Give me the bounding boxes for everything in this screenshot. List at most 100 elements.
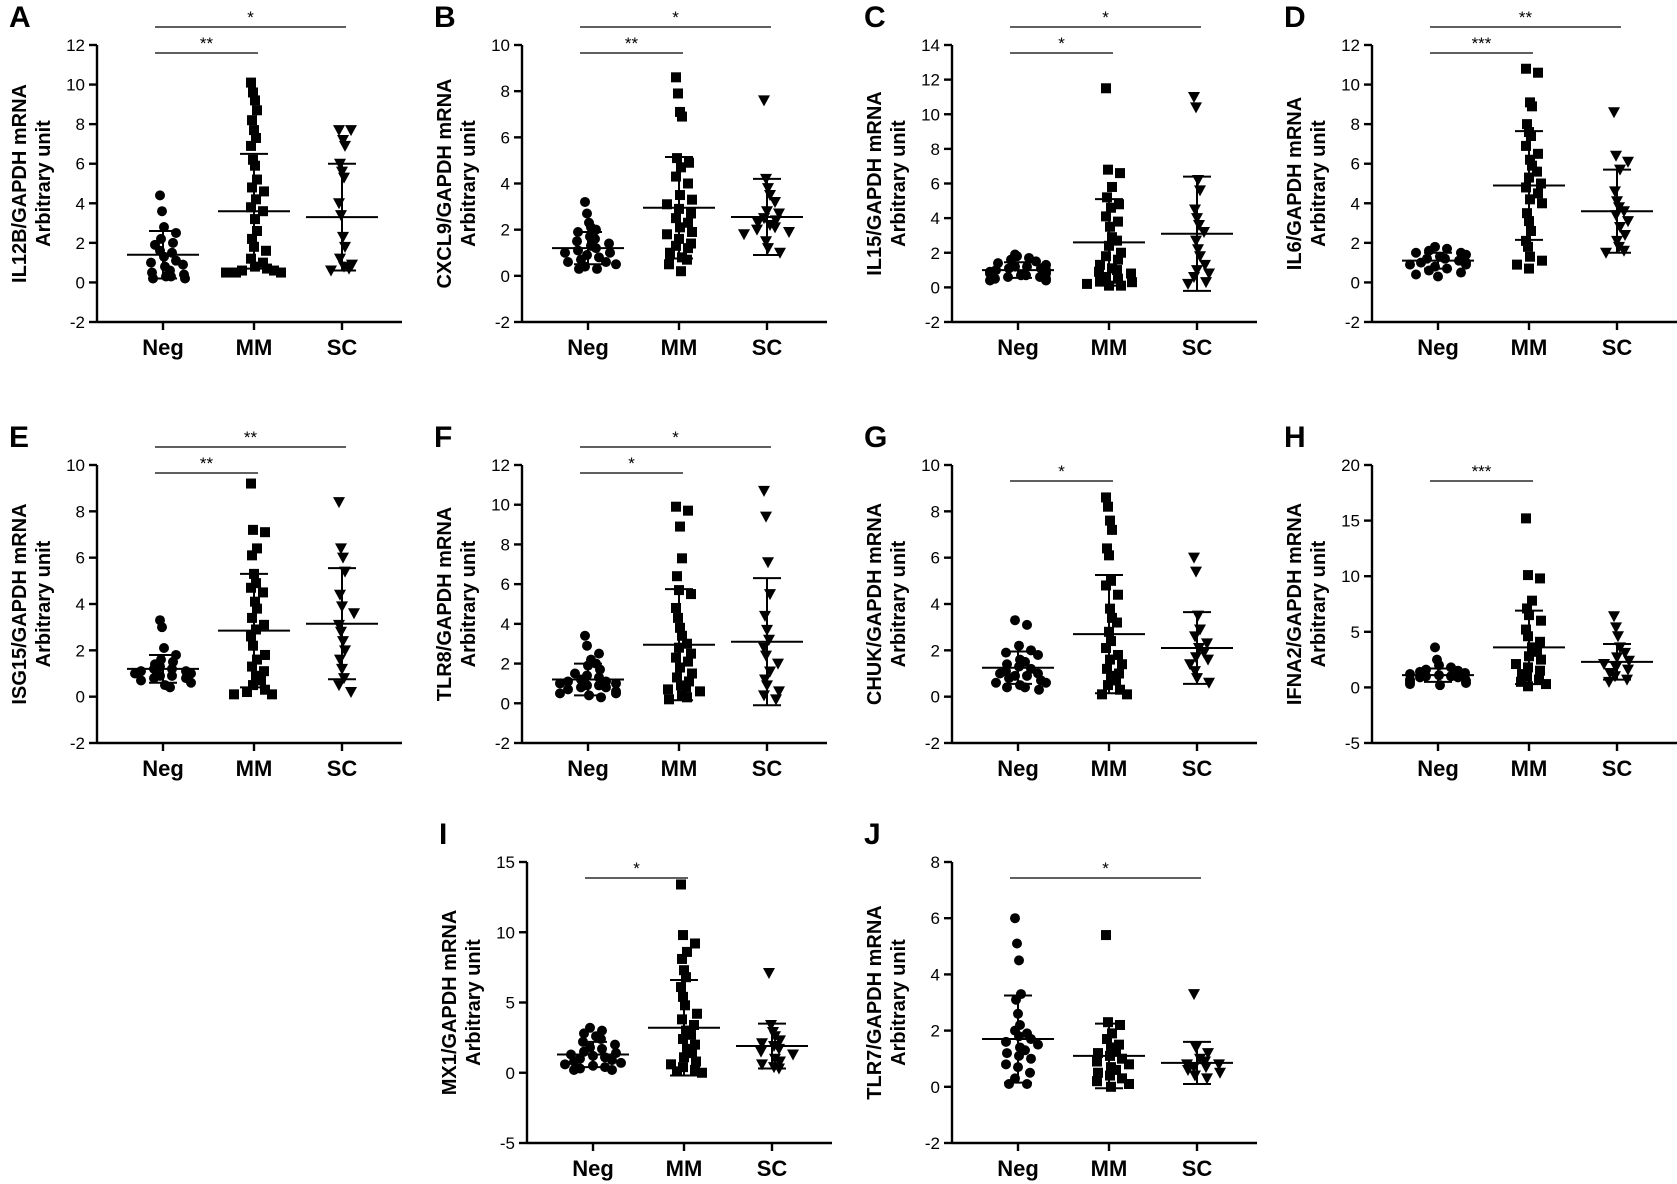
panel-letter: E: [9, 421, 29, 454]
data-point: [1117, 1053, 1127, 1064]
data-point: [1521, 624, 1531, 635]
significance-label: **: [200, 454, 214, 473]
data-point: [1609, 186, 1621, 198]
panel-letter: D: [1284, 1, 1306, 34]
data-point: [1106, 636, 1116, 647]
data-point: [1200, 1062, 1212, 1074]
y-tick-label: 8: [1351, 115, 1360, 134]
data-point: [758, 690, 770, 702]
data-point: [276, 267, 286, 278]
data-point: [1103, 501, 1113, 512]
data-point: [563, 256, 573, 267]
data-point: [1442, 243, 1452, 254]
data-point: [770, 694, 782, 706]
data-point: [246, 140, 256, 151]
data-point: [692, 1008, 702, 1019]
y-tick-label: 2: [1351, 234, 1360, 253]
data-point: [684, 157, 694, 168]
data-point: [1004, 1078, 1014, 1089]
y-tick-label: 8: [501, 535, 510, 554]
data-point: [582, 640, 592, 651]
data-point: [686, 589, 696, 600]
data-point: [1092, 1076, 1102, 1087]
data-point: [769, 196, 781, 208]
data-point: [256, 675, 266, 686]
data-point: [157, 622, 167, 633]
data-point: [681, 972, 691, 983]
data-point: [1012, 938, 1022, 949]
data-point: [1612, 631, 1624, 643]
data-point: [1461, 249, 1471, 260]
data-point: [555, 678, 565, 689]
y-tick-label: 0: [931, 1078, 940, 1097]
data-point: [267, 689, 277, 700]
data-point: [258, 587, 268, 598]
data-point: [682, 254, 692, 265]
data-point: [259, 666, 269, 677]
data-point: [678, 930, 688, 941]
data-point: [338, 172, 350, 184]
data-point: [677, 953, 687, 964]
data-point: [1203, 268, 1215, 280]
panel-letter: G: [864, 421, 887, 454]
x-tick-label: MM: [661, 756, 698, 781]
x-tick-label: SC: [1182, 756, 1213, 781]
data-point: [1114, 199, 1124, 210]
data-point: [580, 196, 590, 207]
data-point: [662, 229, 672, 240]
data-point: [1188, 91, 1200, 103]
y-tick-label: 8: [76, 502, 85, 521]
data-point: [1041, 275, 1051, 286]
y-tick-label: 4: [501, 615, 510, 634]
y-tick-label: 4: [931, 965, 940, 984]
data-point: [671, 213, 681, 224]
y-tick-label: 0: [76, 273, 85, 292]
y-tick-label: 6: [501, 575, 510, 594]
panel-f: F -2 0 2 4 6 8 10 12 Neg MM SC TLR8/GAPDH mRNA Arbitr…: [434, 421, 827, 781]
data-point: [249, 125, 259, 136]
significance-label: ***: [1472, 34, 1492, 53]
y-tick-label: 15: [1341, 512, 1360, 531]
data-point: [1523, 570, 1533, 581]
data-point: [611, 678, 621, 689]
data-point: [1113, 216, 1123, 227]
y-axis-label: Arbitrary unit: [33, 540, 55, 667]
significance-label: *: [672, 428, 679, 447]
data-point: [592, 263, 602, 274]
data-point: [738, 229, 750, 241]
data-point: [1117, 659, 1127, 670]
data-point: [1188, 552, 1200, 564]
data-point: [664, 259, 674, 270]
y-tick-label: 10: [1341, 567, 1360, 586]
x-tick-label: MM: [1511, 335, 1548, 360]
data-point: [995, 668, 1005, 679]
data-point: [677, 553, 687, 564]
data-point: [1107, 524, 1117, 535]
data-point: [1512, 259, 1522, 270]
data-point: [269, 265, 279, 276]
y-axis-label: Arbitrary unit: [458, 120, 480, 247]
data-point: [607, 1064, 617, 1075]
x-tick-label: Neg: [1417, 756, 1459, 781]
data-point: [756, 1038, 768, 1050]
x-tick-label: Neg: [567, 335, 609, 360]
y-axis-label: Arbitrary unit: [1308, 540, 1330, 667]
data-point: [1214, 1067, 1226, 1079]
data-point: [1608, 611, 1620, 623]
data-point: [251, 132, 261, 143]
y-tick-label: 8: [931, 853, 940, 872]
y-axis-label: IL6/GAPDH mRNA: [1284, 97, 1306, 270]
data-point: [991, 677, 1001, 688]
data-point: [560, 247, 570, 258]
significance-label: **: [1519, 8, 1533, 27]
data-point: [681, 682, 691, 693]
data-point: [1190, 102, 1202, 114]
data-point: [1526, 225, 1536, 236]
data-point: [690, 1039, 700, 1050]
data-point: [1107, 181, 1117, 192]
y-tick-label: -5: [1345, 734, 1360, 753]
data-point: [1116, 247, 1126, 258]
data-point: [1124, 1059, 1134, 1070]
data-point: [250, 95, 260, 106]
data-point: [1527, 101, 1537, 112]
